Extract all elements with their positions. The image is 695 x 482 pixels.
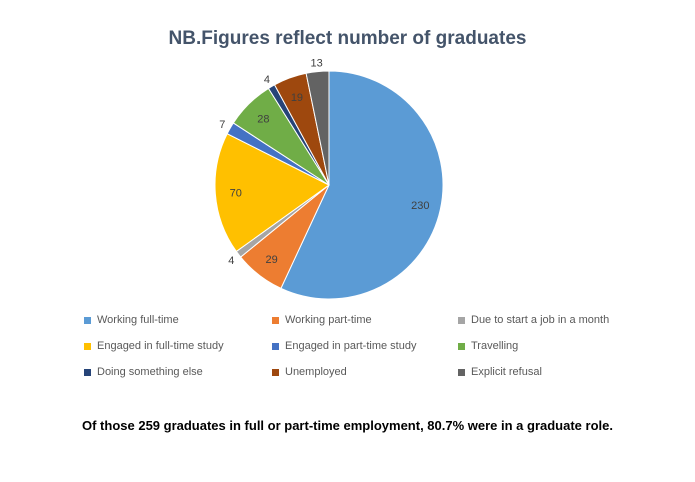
legend-item-engaged-in-full-time-study: Engaged in full-time study	[84, 340, 272, 352]
legend-label: Working full-time	[97, 314, 179, 326]
legend-label: Explicit refusal	[471, 366, 542, 378]
pie-slice-engaged-in-full-time-study	[214, 133, 330, 253]
footnote: Of those 259 graduates in full or part-t…	[82, 418, 613, 433]
legend-item-doing-something-else: Doing something else	[84, 366, 272, 378]
legend-swatch	[458, 342, 465, 350]
legend-swatch	[84, 342, 91, 350]
legend-label: Engaged in full-time study	[97, 340, 224, 352]
legend-item-unemployed: Unemployed	[272, 366, 458, 378]
legend-label: Doing something else	[97, 366, 203, 378]
data-label-engaged-in-part-time-study: 7	[219, 119, 225, 131]
legend-label: Travelling	[471, 340, 519, 352]
data-label-working-full-time: 230	[411, 200, 429, 212]
data-label-engaged-in-full-time-study: 70	[230, 187, 242, 199]
legend-swatch	[272, 368, 279, 376]
legend-item-travelling: Travelling	[458, 340, 644, 352]
legend-label: Working part-time	[285, 314, 372, 326]
legend: Working full-time Working part-time Due to…	[84, 314, 644, 378]
legend-label: Due to start a job in a month	[471, 314, 610, 326]
legend-swatch	[458, 368, 465, 376]
pie-slice-working-full-time	[280, 70, 444, 300]
legend-item-working-full-time: Working full-time	[84, 314, 272, 326]
legend-swatch	[458, 316, 465, 324]
data-label-travelling: 28	[257, 113, 269, 125]
legend-item-due-to-start-a-job-in-a-month: Due to start a job in a month	[458, 314, 644, 326]
legend-swatch	[272, 342, 279, 350]
legend-swatch	[84, 368, 91, 376]
pie-slice-explicit-refusal	[305, 70, 330, 186]
data-label-unemployed: 19	[291, 92, 303, 104]
legend-label: Engaged in part-time study	[285, 340, 417, 352]
legend-swatch	[84, 316, 91, 324]
legend-item-explicit-refusal: Explicit refusal	[458, 366, 644, 378]
data-label-due-to-start-a-job-in-a-month: 4	[228, 255, 234, 267]
data-label-doing-something-else: 4	[264, 74, 270, 86]
legend-item-working-part-time: Working part-time	[272, 314, 458, 326]
data-label-working-part-time: 29	[265, 254, 277, 266]
legend-label: Unemployed	[285, 366, 347, 378]
legend-swatch	[272, 316, 279, 324]
chart-title: NB.Figures reflect number of graduates	[168, 28, 527, 49]
legend-item-engaged-in-part-time-study: Engaged in part-time study	[272, 340, 458, 352]
data-label-explicit-refusal: 13	[310, 58, 322, 70]
